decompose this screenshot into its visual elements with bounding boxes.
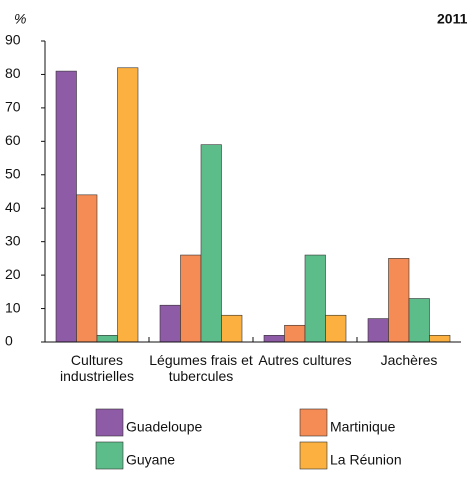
bar — [367, 318, 389, 343]
bar — [388, 258, 410, 343]
bar — [325, 314, 347, 343]
bar — [200, 144, 222, 343]
x-tick-label: Autres cultures — [258, 352, 352, 368]
bar — [180, 254, 202, 343]
year-annotation: 2011 — [437, 11, 468, 27]
x-tick-label: Jachères — [380, 352, 438, 368]
y-tick-label: 60 — [5, 132, 21, 148]
bar — [117, 67, 139, 343]
y-tick-label: 50 — [5, 165, 21, 181]
bar — [429, 335, 451, 343]
bar — [263, 335, 285, 343]
legend-swatch — [95, 441, 124, 470]
legend-label: Martinique — [330, 419, 396, 435]
y-tick-label: 0 — [5, 333, 13, 349]
bar — [221, 314, 243, 343]
y-tick-label: 10 — [5, 299, 21, 315]
bar — [96, 335, 118, 343]
y-axis-label: % — [14, 11, 26, 27]
bar — [284, 324, 306, 343]
bar — [55, 70, 77, 343]
y-tick-label: 30 — [5, 232, 21, 248]
bar — [76, 194, 98, 343]
legend-swatch — [95, 408, 124, 437]
legend-swatch — [299, 408, 328, 437]
legend-label: Guadeloupe — [126, 419, 203, 435]
bar — [408, 298, 430, 343]
y-tick-label: 90 — [5, 32, 21, 48]
legend-label: La Réunion — [330, 452, 402, 468]
x-tick-label: Cultures industrielles — [60, 352, 134, 384]
bar — [159, 304, 181, 343]
legend-label: Guyane — [126, 452, 175, 468]
y-tick-label: 80 — [5, 65, 21, 81]
legend-swatch — [299, 441, 328, 470]
y-tick-label: 70 — [5, 99, 21, 115]
y-tick-label: 20 — [5, 266, 21, 282]
bar — [304, 254, 326, 343]
x-tick-label: Légumes frais et tubercules — [149, 352, 253, 384]
y-tick-label: 40 — [5, 199, 21, 215]
